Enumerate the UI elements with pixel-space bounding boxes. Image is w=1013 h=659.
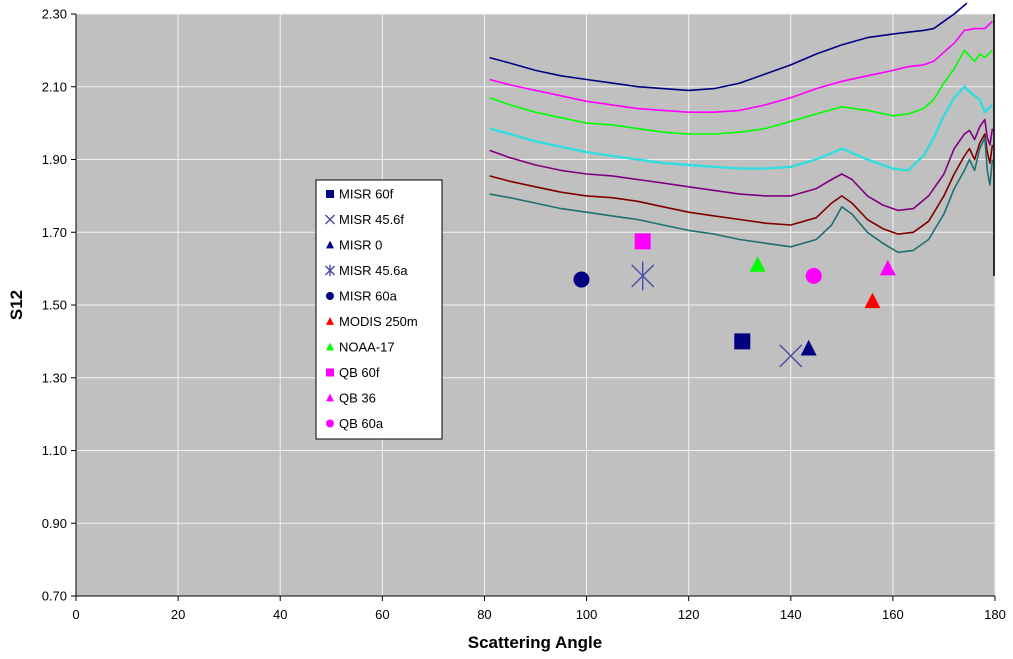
legend-item: MISR 45.6a xyxy=(325,263,408,278)
legend-label: MISR 0 xyxy=(339,238,382,253)
data-point-misr-60a xyxy=(573,271,590,288)
y-tick-label: 1.50 xyxy=(42,298,67,313)
legend-marker xyxy=(326,317,334,325)
x-axis-title: Scattering Angle xyxy=(468,633,602,652)
legend-marker xyxy=(326,368,334,377)
x-tick-label: 40 xyxy=(273,607,287,622)
x-tick-label: 20 xyxy=(171,607,185,622)
data-point-misr-45-6a xyxy=(631,261,655,291)
legend-item: MISR 0 xyxy=(326,238,382,253)
y-tick-label: 1.70 xyxy=(42,225,67,240)
curve-line-6 xyxy=(489,133,994,235)
legend-marker xyxy=(326,190,334,198)
legend-label: QB 60a xyxy=(339,416,384,431)
x-tick-label: 100 xyxy=(576,607,598,622)
data-point-misr-45-6f xyxy=(779,344,803,368)
legend-label: MISR 60f xyxy=(339,187,394,202)
legend-label: QB 60f xyxy=(339,365,380,380)
legend-label: NOAA-17 xyxy=(339,340,395,355)
data-point-misr-0 xyxy=(800,339,817,356)
legend-marker xyxy=(326,419,334,428)
legend-box xyxy=(315,179,443,440)
legend-item: MISR 60a xyxy=(326,289,398,304)
curve-series xyxy=(489,2,995,276)
data-point-qb-60f xyxy=(634,233,651,250)
y-tick-label: 1.30 xyxy=(42,370,67,385)
legend-marker xyxy=(326,393,334,402)
legend-label: MISR 45.6f xyxy=(339,212,404,227)
curve-line-7 xyxy=(489,136,994,254)
legend-item: MISR 45.6f xyxy=(325,212,404,227)
y-tick-label: 1.90 xyxy=(42,152,67,167)
data-points xyxy=(573,233,896,368)
x-tick-label: 120 xyxy=(678,607,700,622)
curve-line-3 xyxy=(489,49,993,135)
legend-label: QB 36 xyxy=(339,391,376,406)
curve-line-1 xyxy=(489,2,968,92)
legend-item: NOAA-17 xyxy=(326,340,395,355)
y-tick-label: 2.30 xyxy=(42,7,67,22)
curve-line-2 xyxy=(489,20,993,113)
y-tick-label: 0.90 xyxy=(42,516,67,531)
legend-marker xyxy=(326,342,334,351)
y-tick-label: 1.10 xyxy=(42,443,67,458)
legend-item: QB 60a xyxy=(326,416,384,431)
axes: 0 20 40 60 80 100 120 140 160 180 0.70 0.90 1.10 1.30… xyxy=(42,7,1006,623)
x-tick-label: 80 xyxy=(477,607,491,622)
data-point-qb-36 xyxy=(879,259,896,276)
y-axis-title: S12 xyxy=(7,290,26,320)
x-tick-label: 60 xyxy=(375,607,389,622)
x-tick-label: 160 xyxy=(882,607,904,622)
y-tick-label: 0.70 xyxy=(42,589,67,604)
legend-item: QB 36 xyxy=(326,391,376,406)
legend-item: MODIS 250m xyxy=(326,314,418,329)
legend-label: MODIS 250m xyxy=(339,314,418,329)
x-tick-label: 140 xyxy=(780,607,802,622)
data-point-qb-60a xyxy=(805,267,822,284)
legend-marker xyxy=(325,264,335,277)
curve-line-4 xyxy=(489,85,994,172)
curve-line-5 xyxy=(489,118,994,212)
legend: MISR 60f MISR 45.6f MISR 0 MISR 45.6a MISR 6… xyxy=(315,179,443,440)
legend-label: MISR 60a xyxy=(339,289,398,304)
legend-marker xyxy=(326,240,334,249)
x-tick-label: 180 xyxy=(984,607,1006,622)
legend-marker xyxy=(326,292,334,300)
data-point-noaa-17 xyxy=(749,256,766,272)
legend-item: QB 60f xyxy=(326,365,380,380)
legend-label: MISR 45.6a xyxy=(339,263,408,278)
data-point-misr-60f xyxy=(734,333,751,350)
data-point-modis-250m xyxy=(864,292,881,309)
legend-item: MISR 60f xyxy=(326,187,394,202)
y-tick-label: 2.10 xyxy=(42,79,67,94)
x-tick-label: 0 xyxy=(72,607,79,622)
legend-marker xyxy=(325,214,335,225)
